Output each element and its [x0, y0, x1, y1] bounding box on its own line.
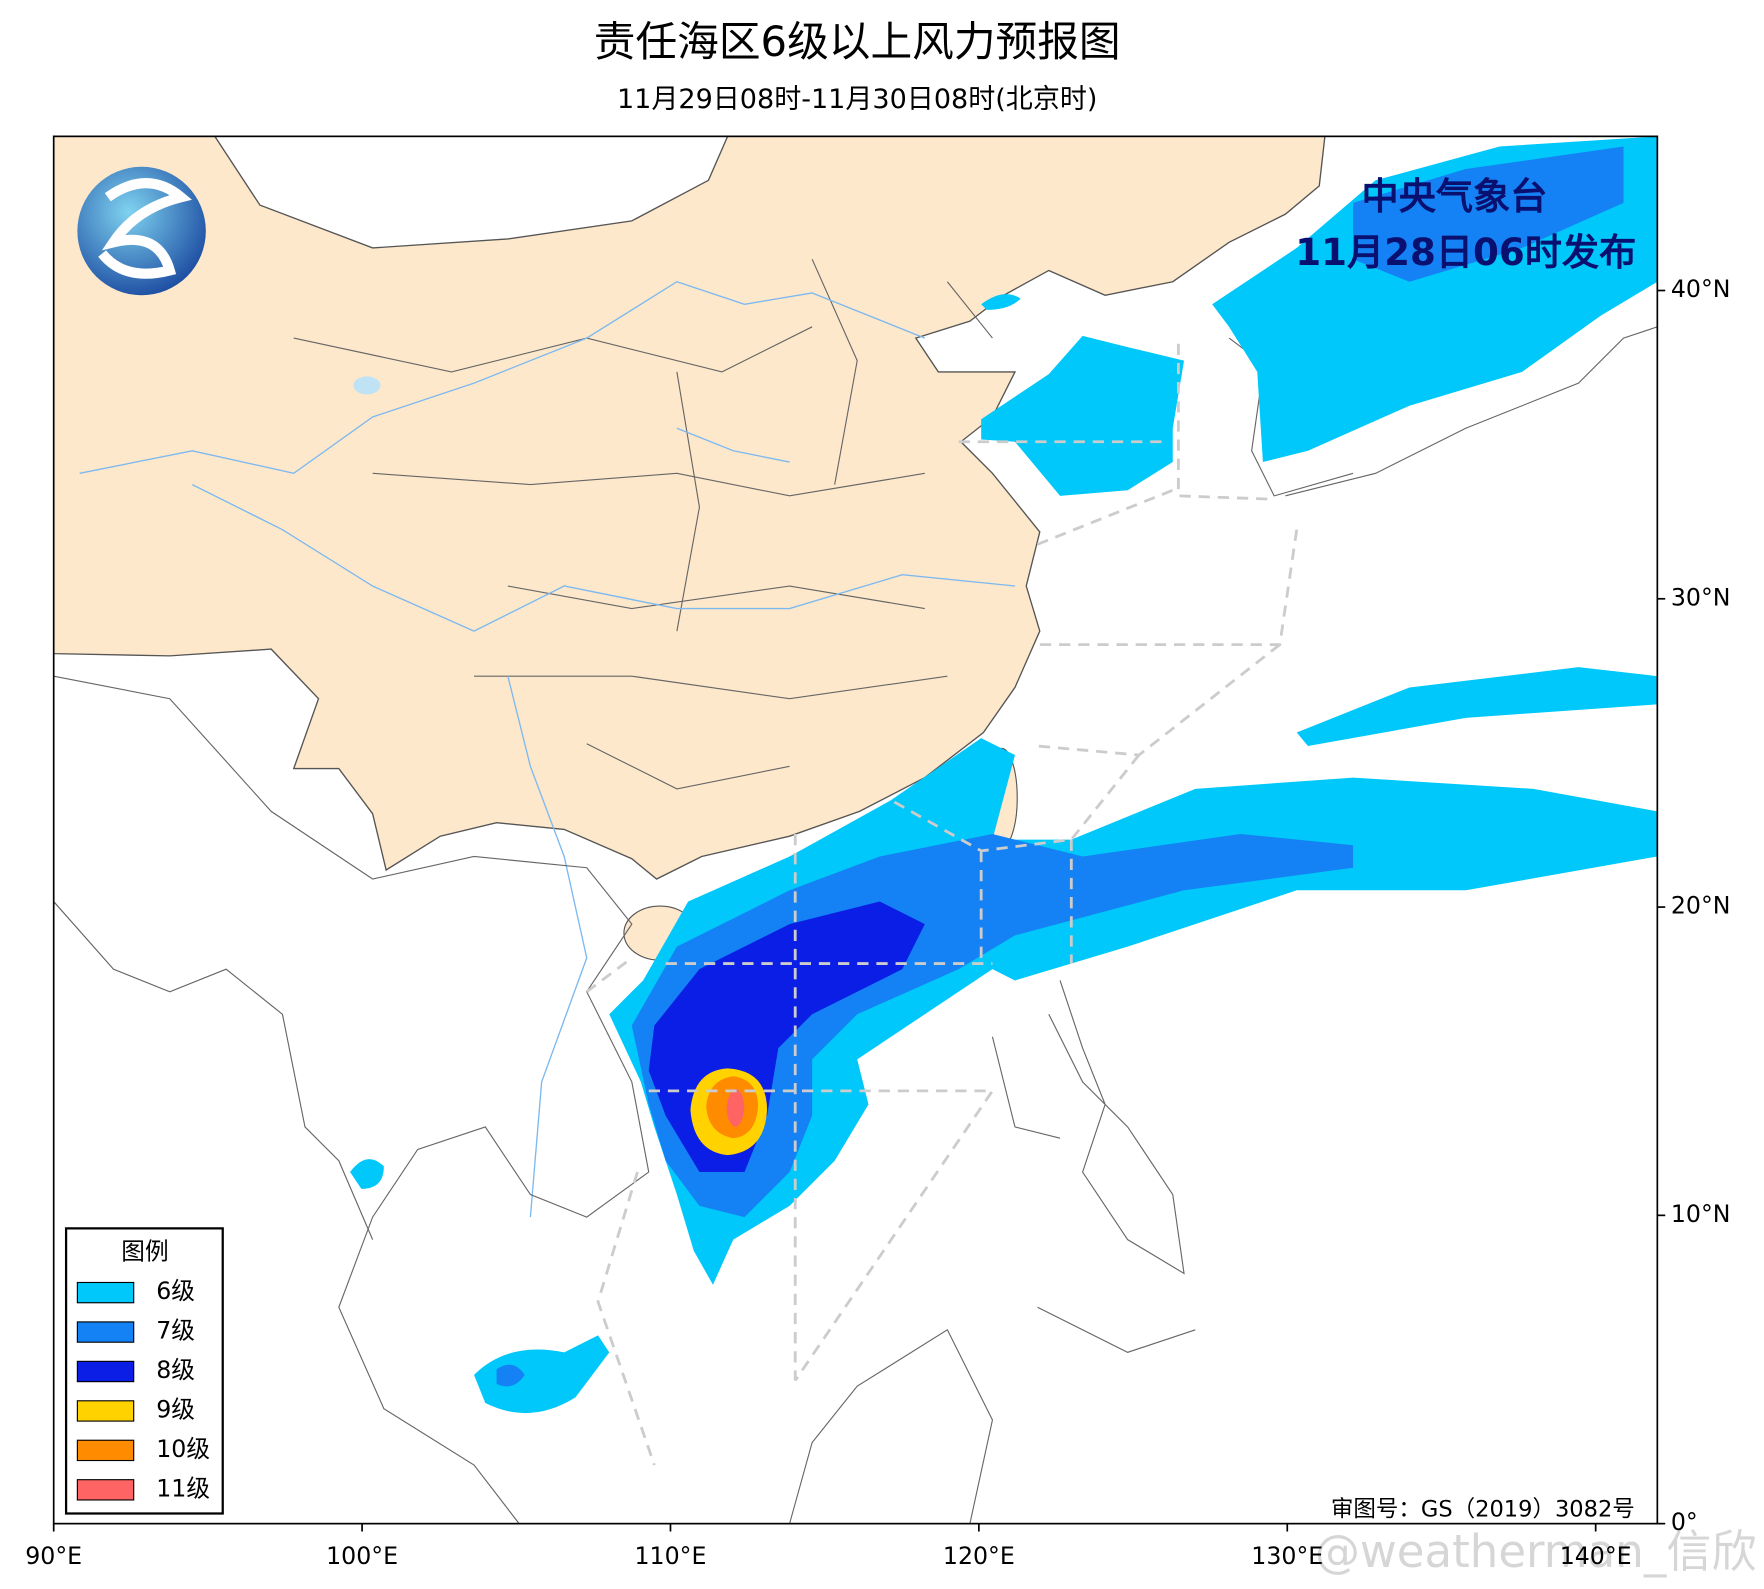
subtitle: 11月29日08时-11月30日08时(北京时)	[617, 84, 1098, 115]
legend-title: 图例	[121, 1238, 168, 1266]
legend-swatch	[76, 1321, 135, 1343]
x-tick-label: 110°E	[635, 1542, 707, 1570]
legend-label: 10级	[156, 1435, 210, 1463]
logo	[77, 166, 206, 296]
y-tick-label: 0°	[1671, 1508, 1698, 1536]
x-tick-label: 130°E	[1251, 1542, 1323, 1570]
legend-label: 9级	[156, 1395, 195, 1423]
wind-area	[496, 1364, 525, 1387]
x-tick-label: 120°E	[943, 1542, 1015, 1570]
watermark: @weatherman_信欣	[1315, 1525, 1757, 1578]
wind-area	[1296, 667, 1658, 747]
sea-area-boundary	[585, 343, 1299, 1466]
x-tick-label: 140°E	[1560, 1542, 1632, 1570]
map-frame	[52, 135, 1659, 1525]
wind-areas	[350, 136, 1658, 1414]
wind-area	[474, 1335, 610, 1414]
legend-swatch	[76, 1281, 135, 1304]
wind-area	[1353, 146, 1624, 282]
title: 责任海区6级以上风力预报图	[594, 17, 1121, 66]
issuer-agency: 中央气象台	[1362, 174, 1548, 218]
approval-number: 审图号：GS（2019）3082号	[1331, 1497, 1635, 1523]
legend-label: 11级	[156, 1474, 210, 1502]
wind-area	[981, 335, 1185, 496]
legend-swatch	[76, 1360, 135, 1383]
legend-swatch	[76, 1439, 135, 1462]
map-body	[53, 136, 1658, 1524]
wind-area	[981, 294, 1021, 310]
y-tick-label: 40°N	[1671, 275, 1731, 303]
rivers	[79, 280, 1016, 1218]
y-tick-label: 20°N	[1671, 892, 1731, 920]
wind-area	[726, 1088, 745, 1127]
logo-mark	[98, 178, 192, 279]
y-tick-label: 30°N	[1671, 583, 1731, 611]
wind-area	[350, 1159, 384, 1189]
legend-swatch	[76, 1479, 135, 1501]
china-land	[53, 136, 1326, 880]
legend-swatch	[76, 1400, 135, 1422]
legend-label: 7级	[156, 1317, 195, 1345]
x-tick-label: 100°E	[326, 1542, 398, 1570]
sea-area-lines	[585, 343, 1299, 1466]
legend: 图例 6级 7级 8级 9级 10级 11级	[64, 1227, 224, 1515]
legend-label: 6级	[156, 1277, 195, 1305]
y-tick-label: 10°N	[1671, 1200, 1731, 1228]
legend-label: 8级	[156, 1356, 195, 1384]
issuer-time: 11月28日06时发布	[1295, 230, 1636, 274]
lake	[353, 376, 381, 395]
x-tick-label: 90°E	[25, 1542, 82, 1570]
